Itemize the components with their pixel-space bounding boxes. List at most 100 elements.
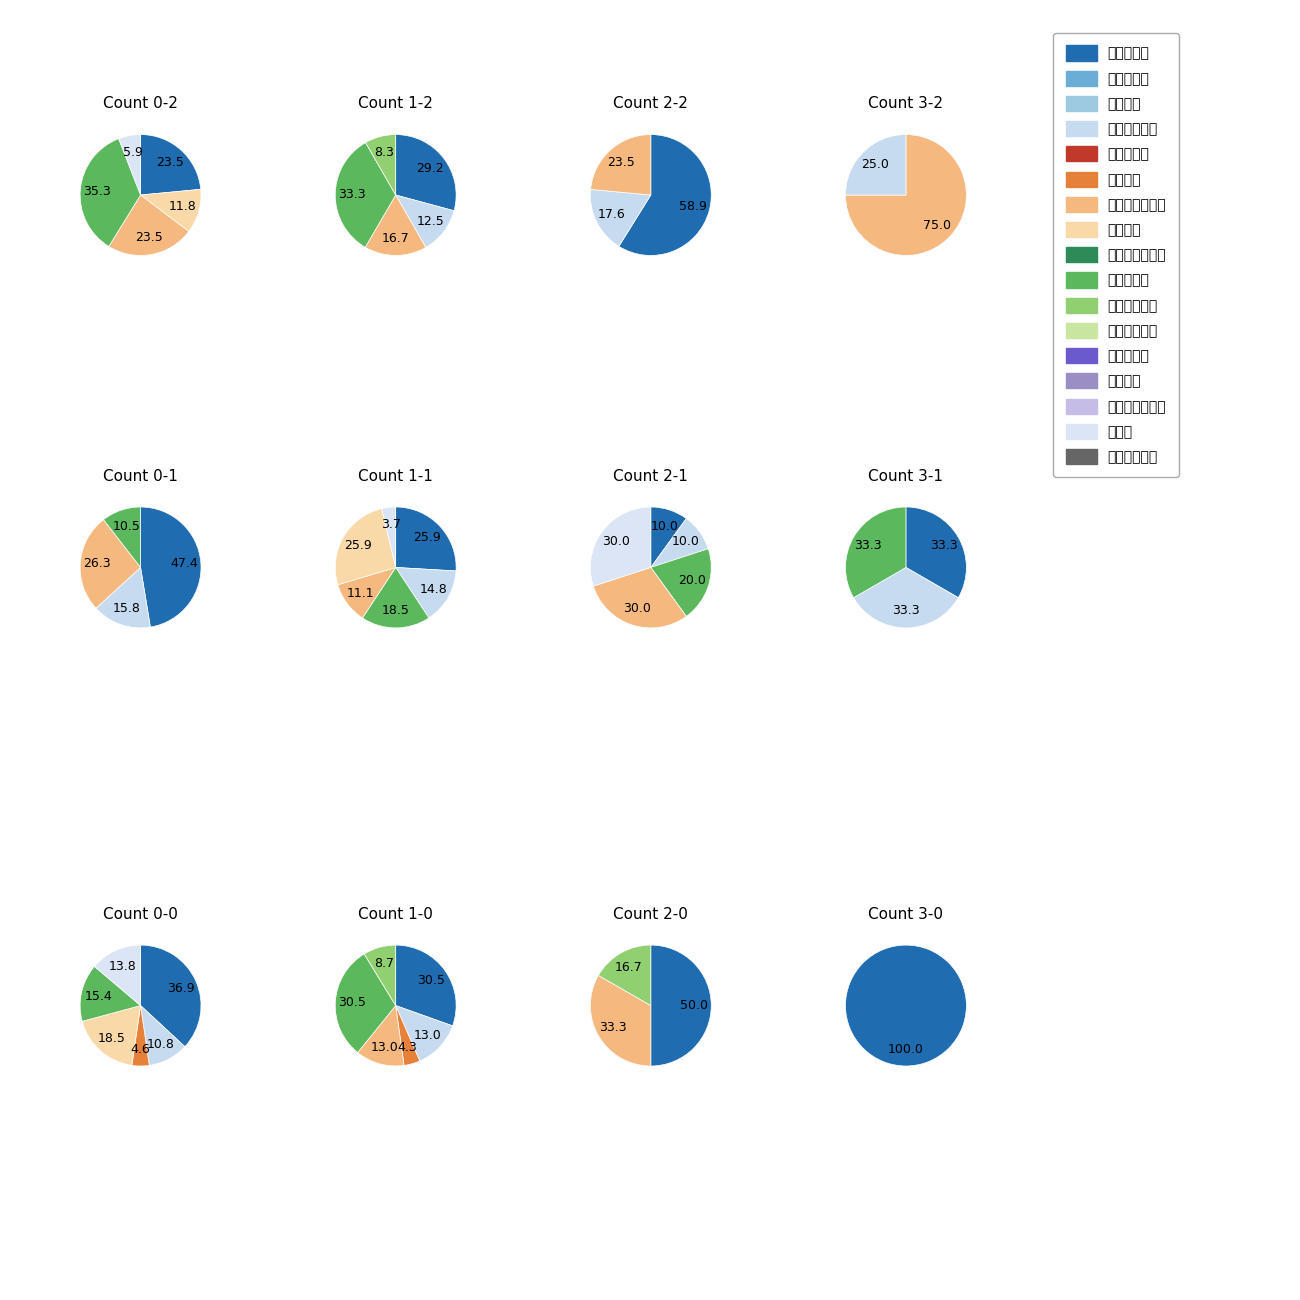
Wedge shape: [335, 954, 395, 1053]
Wedge shape: [365, 195, 426, 255]
Wedge shape: [395, 1006, 420, 1066]
Text: 18.5: 18.5: [382, 604, 410, 617]
Text: 23.5: 23.5: [607, 156, 636, 169]
Title: Count 0-1: Count 0-1: [103, 469, 178, 484]
Text: 14.8: 14.8: [420, 582, 447, 595]
Text: 30.5: 30.5: [338, 996, 367, 1009]
Title: Count 1-2: Count 1-2: [359, 96, 433, 112]
Text: 12.5: 12.5: [416, 214, 445, 227]
Text: 75.0: 75.0: [923, 220, 950, 233]
Wedge shape: [140, 945, 202, 1046]
Text: 16.7: 16.7: [615, 962, 644, 975]
Text: 10.8: 10.8: [147, 1037, 174, 1050]
Wedge shape: [82, 1006, 140, 1066]
Wedge shape: [651, 945, 711, 1066]
Text: 10.0: 10.0: [650, 520, 679, 533]
Wedge shape: [590, 975, 651, 1066]
Wedge shape: [906, 507, 966, 598]
Title: Count 1-0: Count 1-0: [359, 907, 433, 922]
Title: Count 3-2: Count 3-2: [868, 96, 944, 112]
Title: Count 1-1: Count 1-1: [359, 469, 433, 484]
Text: 13.8: 13.8: [108, 959, 136, 972]
Text: 17.6: 17.6: [598, 208, 625, 221]
Wedge shape: [338, 567, 395, 617]
Text: 25.9: 25.9: [344, 540, 372, 552]
Text: 47.4: 47.4: [170, 558, 198, 571]
Text: 16.7: 16.7: [382, 231, 410, 244]
Wedge shape: [395, 507, 456, 571]
Text: 13.0: 13.0: [370, 1041, 398, 1054]
Text: 23.5: 23.5: [156, 156, 183, 169]
Wedge shape: [96, 568, 151, 628]
Text: 8.7: 8.7: [374, 957, 394, 970]
Text: 20.0: 20.0: [679, 575, 706, 588]
Text: 4.3: 4.3: [398, 1041, 417, 1054]
Wedge shape: [651, 549, 711, 616]
Wedge shape: [95, 945, 140, 1006]
Text: 33.3: 33.3: [854, 540, 883, 552]
Wedge shape: [109, 195, 188, 255]
Text: 33.3: 33.3: [599, 1020, 627, 1034]
Wedge shape: [590, 507, 651, 586]
Text: 5.9: 5.9: [122, 146, 143, 159]
Title: Count 2-1: Count 2-1: [614, 469, 688, 484]
Wedge shape: [364, 945, 395, 1006]
Text: 11.1: 11.1: [347, 586, 374, 599]
Text: 11.8: 11.8: [169, 200, 196, 213]
Wedge shape: [845, 945, 966, 1066]
Text: 10.5: 10.5: [113, 520, 140, 533]
Wedge shape: [590, 135, 651, 195]
Wedge shape: [365, 134, 395, 195]
Wedge shape: [395, 945, 456, 1026]
Wedge shape: [845, 507, 906, 598]
Text: 18.5: 18.5: [98, 1032, 126, 1045]
Text: 35.3: 35.3: [83, 185, 111, 198]
Wedge shape: [598, 945, 651, 1006]
Text: 8.3: 8.3: [374, 147, 394, 160]
Wedge shape: [104, 507, 140, 568]
Title: Count 2-2: Count 2-2: [614, 96, 688, 112]
Wedge shape: [395, 134, 456, 211]
Wedge shape: [140, 507, 202, 627]
Wedge shape: [845, 135, 906, 195]
Text: 58.9: 58.9: [679, 200, 707, 213]
Wedge shape: [619, 135, 711, 255]
Text: 30.5: 30.5: [417, 974, 445, 987]
Text: 15.8: 15.8: [112, 602, 140, 615]
Wedge shape: [335, 508, 395, 585]
Wedge shape: [140, 135, 200, 195]
Wedge shape: [81, 966, 140, 1022]
Text: 25.9: 25.9: [413, 532, 441, 545]
Wedge shape: [395, 195, 454, 247]
Legend: ストレート, ツーシーム, シュート, カットボール, スプリット, フォーク, チェンジアップ, シンカー, 高速スライダー, スライダー, 縦スライダー, : ストレート, ツーシーム, シュート, カットボール, スプリット, フォーク,…: [1053, 32, 1179, 477]
Wedge shape: [131, 1006, 150, 1066]
Wedge shape: [363, 567, 429, 628]
Wedge shape: [395, 1006, 452, 1061]
Text: 10.0: 10.0: [672, 536, 699, 549]
Wedge shape: [845, 135, 966, 255]
Wedge shape: [593, 568, 686, 628]
Text: 15.4: 15.4: [84, 989, 112, 1002]
Wedge shape: [140, 1006, 185, 1066]
Title: Count 3-1: Count 3-1: [868, 469, 944, 484]
Wedge shape: [335, 143, 395, 247]
Text: 36.9: 36.9: [166, 982, 194, 994]
Text: 30.0: 30.0: [602, 536, 629, 549]
Wedge shape: [651, 507, 686, 568]
Text: 33.3: 33.3: [892, 604, 919, 617]
Wedge shape: [651, 519, 708, 568]
Wedge shape: [382, 507, 395, 567]
Text: 33.3: 33.3: [930, 540, 957, 552]
Title: Count 3-0: Count 3-0: [868, 907, 944, 922]
Wedge shape: [81, 520, 140, 608]
Wedge shape: [81, 139, 140, 247]
Wedge shape: [358, 1006, 404, 1066]
Text: 25.0: 25.0: [861, 157, 889, 170]
Text: 3.7: 3.7: [381, 517, 400, 530]
Wedge shape: [140, 190, 202, 231]
Text: 13.0: 13.0: [413, 1028, 441, 1041]
Text: 29.2: 29.2: [416, 162, 445, 176]
Text: 23.5: 23.5: [135, 231, 162, 244]
Title: Count 0-2: Count 0-2: [103, 96, 178, 112]
Title: Count 2-0: Count 2-0: [614, 907, 688, 922]
